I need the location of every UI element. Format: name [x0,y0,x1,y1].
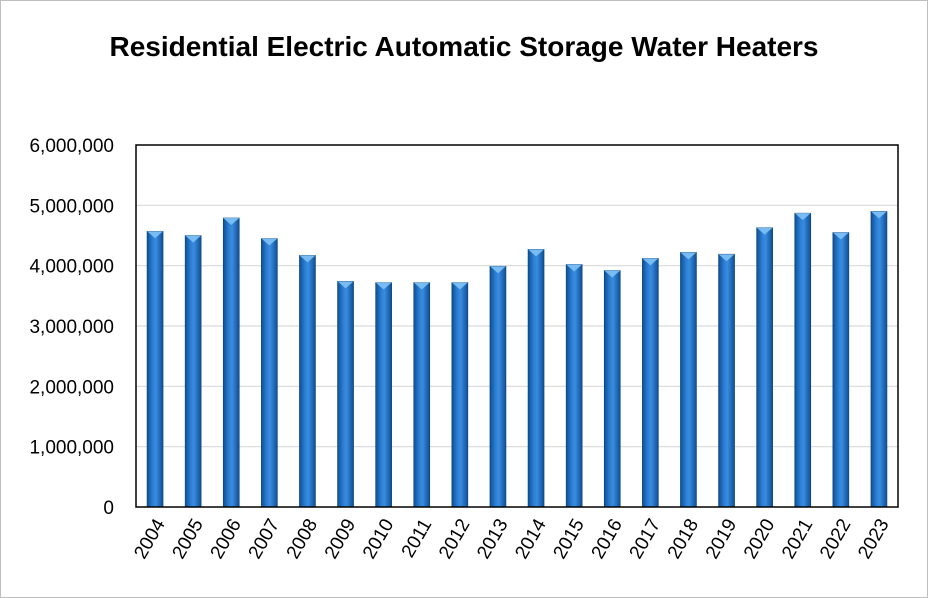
x-tick-label: 2017 [626,516,665,563]
bar [222,217,240,508]
bar [565,264,583,508]
bar [718,253,735,508]
bar-body [756,227,773,508]
x-tick-label: 2011 [398,516,437,562]
bar-body [718,253,735,508]
bar-cap [185,235,202,243]
x-tick-label: 2023 [854,516,893,563]
bar-cap [451,282,468,290]
bar-cap [261,238,278,246]
bar-body [603,270,621,508]
bar-body [527,249,545,508]
bar [832,232,850,508]
x-tick-label: 2005 [168,516,207,563]
plot-area-border [135,144,899,508]
bar [337,281,354,508]
bar-body [222,217,240,508]
bar-cap [413,282,430,290]
bar-cap [832,232,849,240]
bar-body [337,281,354,508]
bar [527,249,545,508]
bar-cap [528,249,545,257]
x-tick-label: 2006 [207,516,246,563]
y-tick-label: 1,000,000 [29,438,114,459]
bar-cap [756,227,773,235]
bar [489,265,507,508]
bar-body [146,230,164,508]
bar [603,270,621,508]
bar-body [489,265,507,508]
x-tick-label: 2016 [588,516,627,563]
bar-body [261,238,278,508]
x-tick-label: 2010 [359,516,398,563]
x-tick-label: 2012 [435,516,474,563]
bar-cap [489,266,506,274]
x-tick-label: 2014 [511,515,551,562]
y-tick-label: 6,000,000 [29,136,114,157]
bar-body [184,235,202,508]
x-tick-label: 2022 [816,516,855,563]
bar [184,235,202,508]
bar-cap [604,270,621,278]
x-tick-label: 2021 [778,516,817,563]
x-tick-label: 2009 [321,516,360,563]
bar-body [375,282,392,508]
x-tick-label: 2019 [702,516,741,563]
x-tick-label: 2004 [130,515,170,562]
bar-cap [870,211,887,219]
bar [680,252,697,508]
y-axis-ticks: 0 1,000,000 2,000,000 3,000,000 4,000,000 5,0… [29,136,114,519]
chart-title: Residential Electric Automatic Storage W… [109,31,819,62]
bar-cap [375,282,392,290]
bar-cap [566,264,583,272]
bar [413,282,431,508]
bar-cap [337,281,354,289]
bar [642,258,659,508]
bar-cap [147,231,164,239]
gridlines [136,204,898,448]
bar-body [299,255,316,508]
bar-body [413,282,431,508]
bar [146,230,164,508]
bar [794,212,812,508]
y-tick-label: 2,000,000 [29,377,114,398]
bar [870,211,888,508]
y-tick-label: 4,000,000 [29,257,114,278]
x-tick-label: 2015 [549,516,588,563]
bar-body [832,232,850,508]
bar-cap [718,254,735,262]
bar-cap [680,252,697,260]
bar-body [642,258,659,508]
x-tick-label: 2007 [245,516,284,563]
bars [146,211,888,508]
x-tick-label: 2008 [283,516,322,563]
bar [756,227,773,508]
y-tick-label: 3,000,000 [29,317,114,338]
bar-cap [299,255,316,263]
x-tick-label: 2018 [664,516,703,563]
bar-body [680,252,697,508]
x-tick-label: 2020 [740,516,779,563]
bar [299,255,316,508]
bar-body [794,212,812,508]
y-tick-label: 5,000,000 [29,196,114,217]
bar-body [565,264,583,508]
bar-body [451,282,469,508]
bar-cap [794,213,811,221]
bar [375,282,392,508]
bar-cap [223,218,240,226]
bar [451,282,469,508]
bar-body [870,211,888,508]
y-tick-label: 0 [103,498,114,519]
bar-cap [642,258,659,266]
x-tick-label: 2013 [473,516,512,563]
bar [261,238,278,508]
